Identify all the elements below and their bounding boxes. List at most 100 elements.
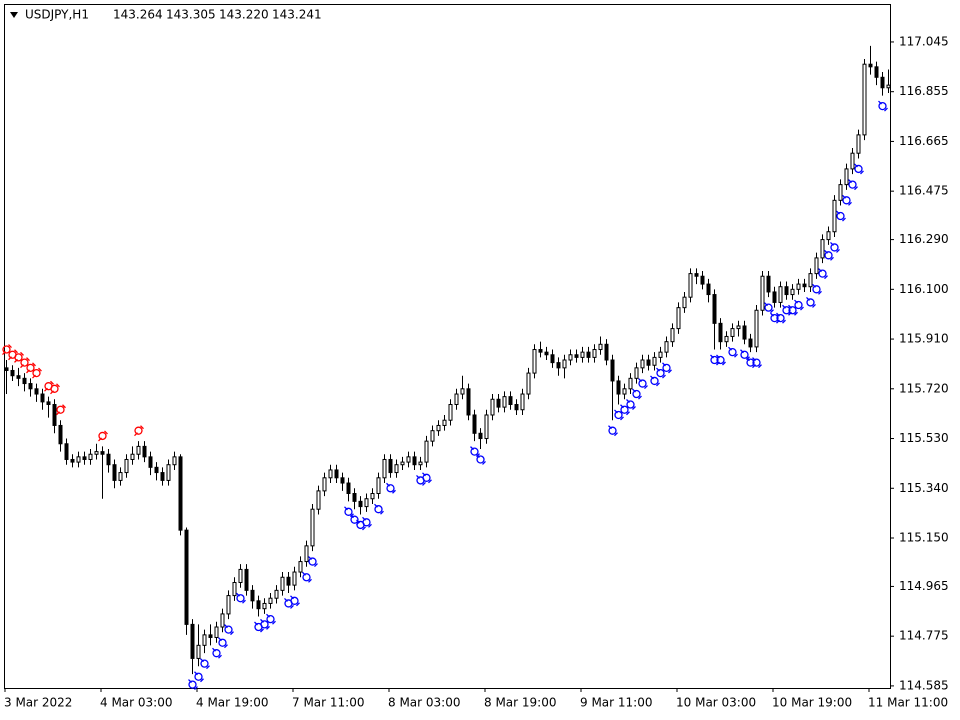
candle-body bbox=[400, 461, 405, 466]
candle-body bbox=[292, 571, 297, 586]
candle-body bbox=[274, 589, 279, 599]
candle-body bbox=[298, 561, 303, 573]
candle-body bbox=[118, 472, 123, 481]
signal-marker bbox=[794, 299, 804, 311]
candle-body bbox=[694, 273, 699, 277]
signal-ring bbox=[764, 303, 773, 312]
signal-ring bbox=[656, 368, 665, 378]
candle-body bbox=[286, 576, 291, 586]
signal-tail bbox=[260, 618, 270, 630]
signal-tail bbox=[806, 296, 816, 308]
signal-tail bbox=[32, 367, 42, 379]
signal-tail bbox=[878, 100, 888, 112]
menu-arrow[interactable] bbox=[10, 12, 18, 18]
signal-tail bbox=[770, 312, 780, 324]
candle-body bbox=[364, 498, 369, 508]
candle-body bbox=[556, 362, 561, 369]
candle-body bbox=[724, 335, 729, 343]
signal-marker bbox=[476, 454, 486, 465]
candle-body bbox=[610, 359, 615, 382]
signal-ring bbox=[632, 389, 641, 399]
candle-body bbox=[448, 404, 453, 421]
candle-body bbox=[130, 453, 135, 460]
signal-tail bbox=[20, 357, 30, 369]
signal-tail bbox=[626, 399, 636, 410]
x-tick-label: 9 Mar 11:00 bbox=[580, 696, 653, 710]
signal-ring bbox=[728, 348, 737, 357]
signal-ring bbox=[302, 573, 311, 582]
candle-body bbox=[196, 644, 201, 659]
candle-body bbox=[838, 184, 843, 201]
candle-body bbox=[58, 424, 63, 445]
signal-tail bbox=[710, 354, 720, 366]
signal-tail bbox=[854, 163, 864, 175]
y-tick-label: 115.910 bbox=[899, 332, 949, 346]
candle-body bbox=[538, 349, 543, 353]
signal-ring bbox=[626, 400, 635, 409]
signal-tail bbox=[716, 354, 726, 366]
signal-ring bbox=[236, 594, 245, 603]
x-tick-label: 11 Mar 11:00 bbox=[868, 696, 948, 710]
candle-body bbox=[790, 288, 795, 296]
signal-ring bbox=[710, 355, 719, 365]
candle-body bbox=[190, 623, 195, 659]
signal-tail bbox=[302, 571, 312, 583]
candle-body bbox=[508, 396, 513, 406]
signal-marker bbox=[728, 346, 738, 358]
signal-marker bbox=[746, 357, 756, 369]
signal-marker bbox=[650, 375, 660, 387]
candle-body bbox=[832, 199, 837, 233]
candle-body bbox=[670, 328, 675, 343]
signal-marker bbox=[830, 241, 840, 253]
signal-tail bbox=[752, 357, 762, 369]
signal-ring bbox=[374, 505, 383, 514]
candle-body bbox=[628, 377, 633, 390]
candle-body bbox=[112, 464, 117, 481]
candle-body bbox=[28, 383, 33, 390]
candle-body bbox=[238, 568, 243, 584]
signal-tail bbox=[266, 613, 276, 625]
candle-body bbox=[772, 291, 777, 303]
candle-body bbox=[256, 600, 261, 610]
candle-body bbox=[424, 440, 429, 463]
candle-body bbox=[496, 398, 501, 408]
signal-marker bbox=[236, 592, 246, 604]
signal-marker bbox=[98, 430, 108, 442]
header-open: 143.264 bbox=[113, 8, 163, 22]
candle-body bbox=[544, 351, 549, 356]
candle-body bbox=[664, 341, 669, 353]
candle-body bbox=[214, 626, 219, 638]
candle-body bbox=[46, 401, 51, 406]
signal-tail bbox=[308, 556, 318, 568]
candle-body bbox=[70, 458, 75, 463]
signal-ring bbox=[788, 306, 797, 315]
candle-body bbox=[460, 388, 465, 395]
signal-marker bbox=[818, 268, 828, 280]
signal-marker bbox=[422, 472, 432, 484]
candle-body bbox=[652, 356, 657, 366]
candle-body bbox=[874, 66, 879, 78]
y-tick-label: 115.150 bbox=[899, 531, 949, 545]
candle-body bbox=[568, 354, 573, 361]
candle-body bbox=[418, 461, 423, 466]
signal-tail bbox=[356, 519, 366, 531]
signal-ring bbox=[218, 638, 227, 647]
candle-body bbox=[634, 367, 639, 379]
candle-body bbox=[622, 388, 627, 395]
signal-tail bbox=[824, 249, 834, 261]
candle-body bbox=[778, 286, 783, 303]
signal-ring bbox=[620, 405, 629, 414]
signal-marker bbox=[662, 362, 672, 374]
signal-tail bbox=[812, 283, 822, 295]
plot-frame bbox=[4, 4, 891, 689]
signal-ring bbox=[830, 243, 839, 252]
signal-marker bbox=[56, 404, 66, 416]
signal-ring bbox=[20, 358, 29, 367]
candle-body bbox=[718, 322, 723, 343]
candle-body bbox=[856, 134, 861, 154]
signal-ring bbox=[422, 473, 431, 482]
candle-body bbox=[328, 469, 333, 479]
candle-body bbox=[148, 456, 153, 468]
signal-tail bbox=[776, 312, 786, 324]
